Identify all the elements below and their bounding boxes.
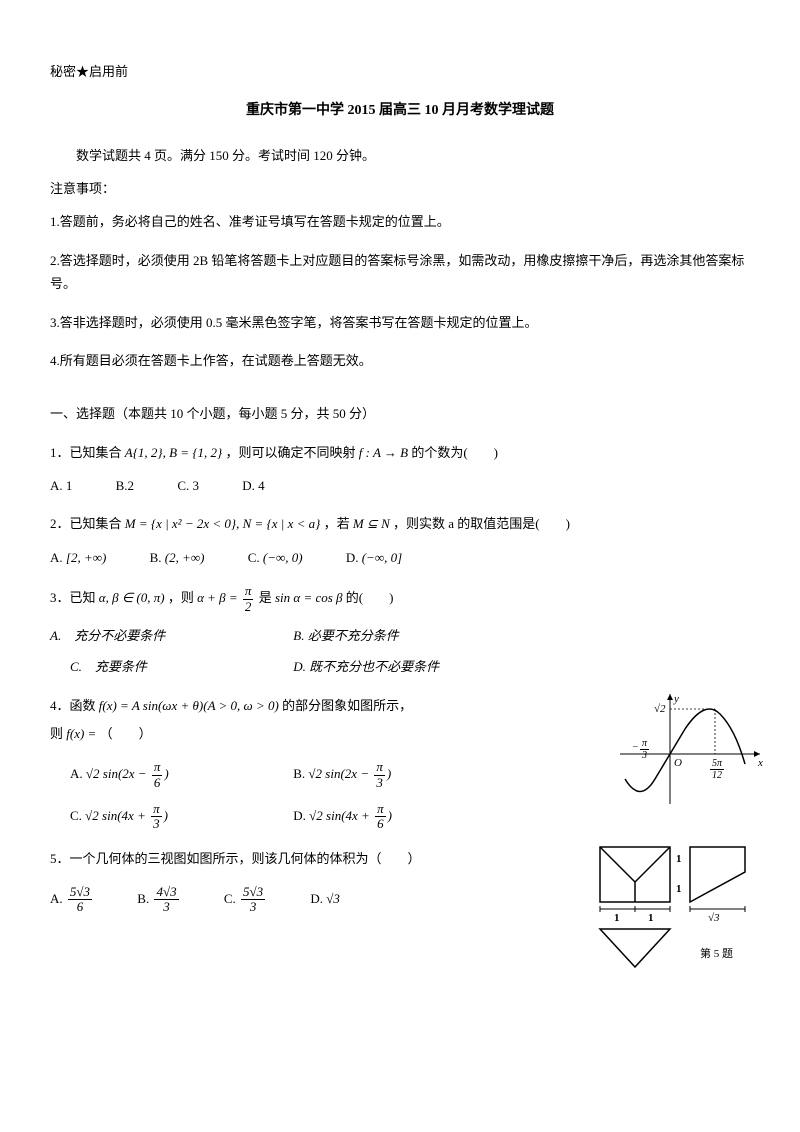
q3-opt-d: D. 既不充分也不必要条件 bbox=[293, 659, 439, 674]
q3-opt-a: A. 充分不必要条件 bbox=[50, 624, 250, 647]
q1-stem-pre: 1．已知集合 bbox=[50, 445, 125, 460]
q4-opt-d: D. √2 sin(4x + π6) bbox=[293, 808, 392, 823]
q2-expr: M = {x | x² − 2x < 0}, N = {x | x < a} bbox=[125, 516, 321, 531]
q5-caption: 第 5 题 bbox=[700, 946, 733, 960]
q4-stem2-post: （ ） bbox=[100, 726, 152, 741]
q1-opt-d: D. 4 bbox=[242, 474, 264, 497]
q2-opt-a: A. [2, +∞) bbox=[50, 546, 106, 569]
notice-4: 4.所有题目必须在答题卡上作答，在试题卷上答题无效。 bbox=[50, 349, 750, 372]
q3-stem-mid2: 是 bbox=[259, 590, 275, 605]
q1-opt-b: B.2 bbox=[116, 474, 134, 497]
exam-title: 重庆市第一中学 2015 届高三 10 月月考数学理试题 bbox=[50, 98, 750, 123]
q1-expr: A{1, 2}, B = {1, 2} bbox=[125, 445, 222, 460]
q3-stem-post: 的( ) bbox=[346, 590, 394, 605]
q4-figure: √2 y x O − π3 5π12 bbox=[610, 684, 770, 814]
q4-stem2-pre: 则 bbox=[50, 726, 66, 741]
q5-figure: 1 1 1 1 √3 第 5 题 bbox=[590, 837, 770, 977]
notice-3: 3.答非选择题时，必须使用 0.5 毫米黑色签字笔，将答案书写在答题卡规定的位置… bbox=[50, 311, 750, 334]
q4-opt-a: A. √2 sin(2x − π6) bbox=[70, 760, 250, 790]
q4-x-axis: x bbox=[757, 757, 763, 769]
svg-text:1: 1 bbox=[648, 912, 654, 924]
q5-opt-b: B. 4√33 bbox=[137, 885, 180, 915]
q5-stem: 5．一个几何体的三视图如图所示，则该几何体的体积为（ ） bbox=[50, 851, 421, 866]
q4-opt-b: B. √2 sin(2x − π3) bbox=[293, 766, 391, 781]
question-4-line2: 则 f(x) = （ ） bbox=[50, 722, 750, 745]
q4-y-axis: y bbox=[673, 693, 679, 705]
section-1-heading: 一、选择题（本题共 10 个小题，每小题 5 分，共 50 分） bbox=[50, 402, 750, 425]
q2-opt-d: D. (−∞, 0] bbox=[346, 546, 402, 569]
question-5: 5．一个几何体的三视图如图所示，则该几何体的体积为（ ） 1 1 1 1 √3 … bbox=[50, 847, 750, 870]
question-3: 3．已知 α, β ∈ (0, π) ，则 α + β = π2 是 sin α… bbox=[50, 584, 750, 614]
q4-stem-post: 的部分图象如图所示， bbox=[282, 698, 412, 713]
q5-opt-a: A. 5√36 bbox=[50, 885, 94, 915]
q3-frac: π2 bbox=[243, 584, 254, 614]
q3-expr3: sin α = cos β bbox=[275, 590, 343, 605]
svg-text:√3: √3 bbox=[708, 912, 720, 924]
q2-stem-mid: ，若 bbox=[324, 516, 353, 531]
q3-opt-b: B. 必要不充分条件 bbox=[293, 628, 398, 643]
svg-text:1: 1 bbox=[614, 912, 620, 924]
svg-text:1: 1 bbox=[676, 883, 682, 895]
question-1: 1．已知集合 A{1, 2}, B = {1, 2} ，则可以确定不同映射 f … bbox=[50, 441, 750, 464]
notice-heading: 注意事项： bbox=[50, 177, 750, 200]
q1-stem-post: 的个数为( ) bbox=[411, 445, 498, 460]
q3-expr2-lhs: α + β = bbox=[197, 590, 241, 605]
q2-opt-b: B. (2, +∞) bbox=[150, 546, 205, 569]
question-4: 4．函数 f(x) = A sin(ωx + θ)(A > 0, ω > 0) … bbox=[50, 694, 750, 717]
q4-opt-c: C. √2 sin(4x + π3) bbox=[70, 802, 250, 832]
q5-opt-d: D. √3 bbox=[310, 887, 340, 910]
q1-options: A. 1 B.2 C. 3 D. 4 bbox=[50, 474, 750, 497]
q3-options: A. 充分不必要条件 B. 必要不充分条件 C. 充要条件 D. 既不充分也不必… bbox=[50, 624, 750, 679]
q2-stem-post: ，则实数 a 的取值范围是( ) bbox=[393, 516, 570, 531]
notice-1: 1.答题前，务必将自己的姓名、准考证号填写在答题卡规定的位置上。 bbox=[50, 210, 750, 233]
exam-subtitle: 数学试题共 4 页。满分 150 分。考试时间 120 分钟。 bbox=[50, 144, 750, 167]
q3-stem-mid: ，则 bbox=[168, 590, 197, 605]
q4-expr: f(x) = A sin(ωx + θ)(A > 0, ω > 0) bbox=[99, 698, 279, 713]
q2-stem-pre: 2．已知集合 bbox=[50, 516, 125, 531]
q2-expr2: M ⊆ N bbox=[353, 516, 390, 531]
q2-opt-c: C. (−∞, 0) bbox=[248, 546, 303, 569]
svg-text:1: 1 bbox=[676, 853, 682, 865]
secret-label: 秘密★启用前 bbox=[50, 60, 750, 83]
q1-stem-mid: ，则可以确定不同映射 bbox=[225, 445, 358, 460]
q3-stem-pre: 3．已知 bbox=[50, 590, 99, 605]
q4-ymax-label: √2 bbox=[654, 703, 666, 715]
q4-expr2: f(x) = bbox=[66, 726, 99, 741]
q1-opt-a: A. 1 bbox=[50, 474, 72, 497]
question-2: 2．已知集合 M = {x | x² − 2x < 0}, N = {x | x… bbox=[50, 512, 750, 535]
q4-origin: O bbox=[674, 757, 682, 769]
q1-opt-c: C. 3 bbox=[177, 474, 199, 497]
q3-opt-c: C. 充要条件 bbox=[70, 655, 250, 678]
q1-expr2: f : A → B bbox=[359, 445, 408, 460]
q3-expr: α, β ∈ (0, π) bbox=[99, 590, 165, 605]
notice-2: 2.答选择题时，必须使用 2B 铅笔将答题卡上对应题目的答案标号涂黑，如需改动，… bbox=[50, 249, 750, 296]
q4-stem-pre: 4．函数 bbox=[50, 698, 99, 713]
q5-opt-c: C. 5√33 bbox=[224, 885, 267, 915]
q2-options: A. [2, +∞) B. (2, +∞) C. (−∞, 0) D. (−∞,… bbox=[50, 546, 750, 569]
